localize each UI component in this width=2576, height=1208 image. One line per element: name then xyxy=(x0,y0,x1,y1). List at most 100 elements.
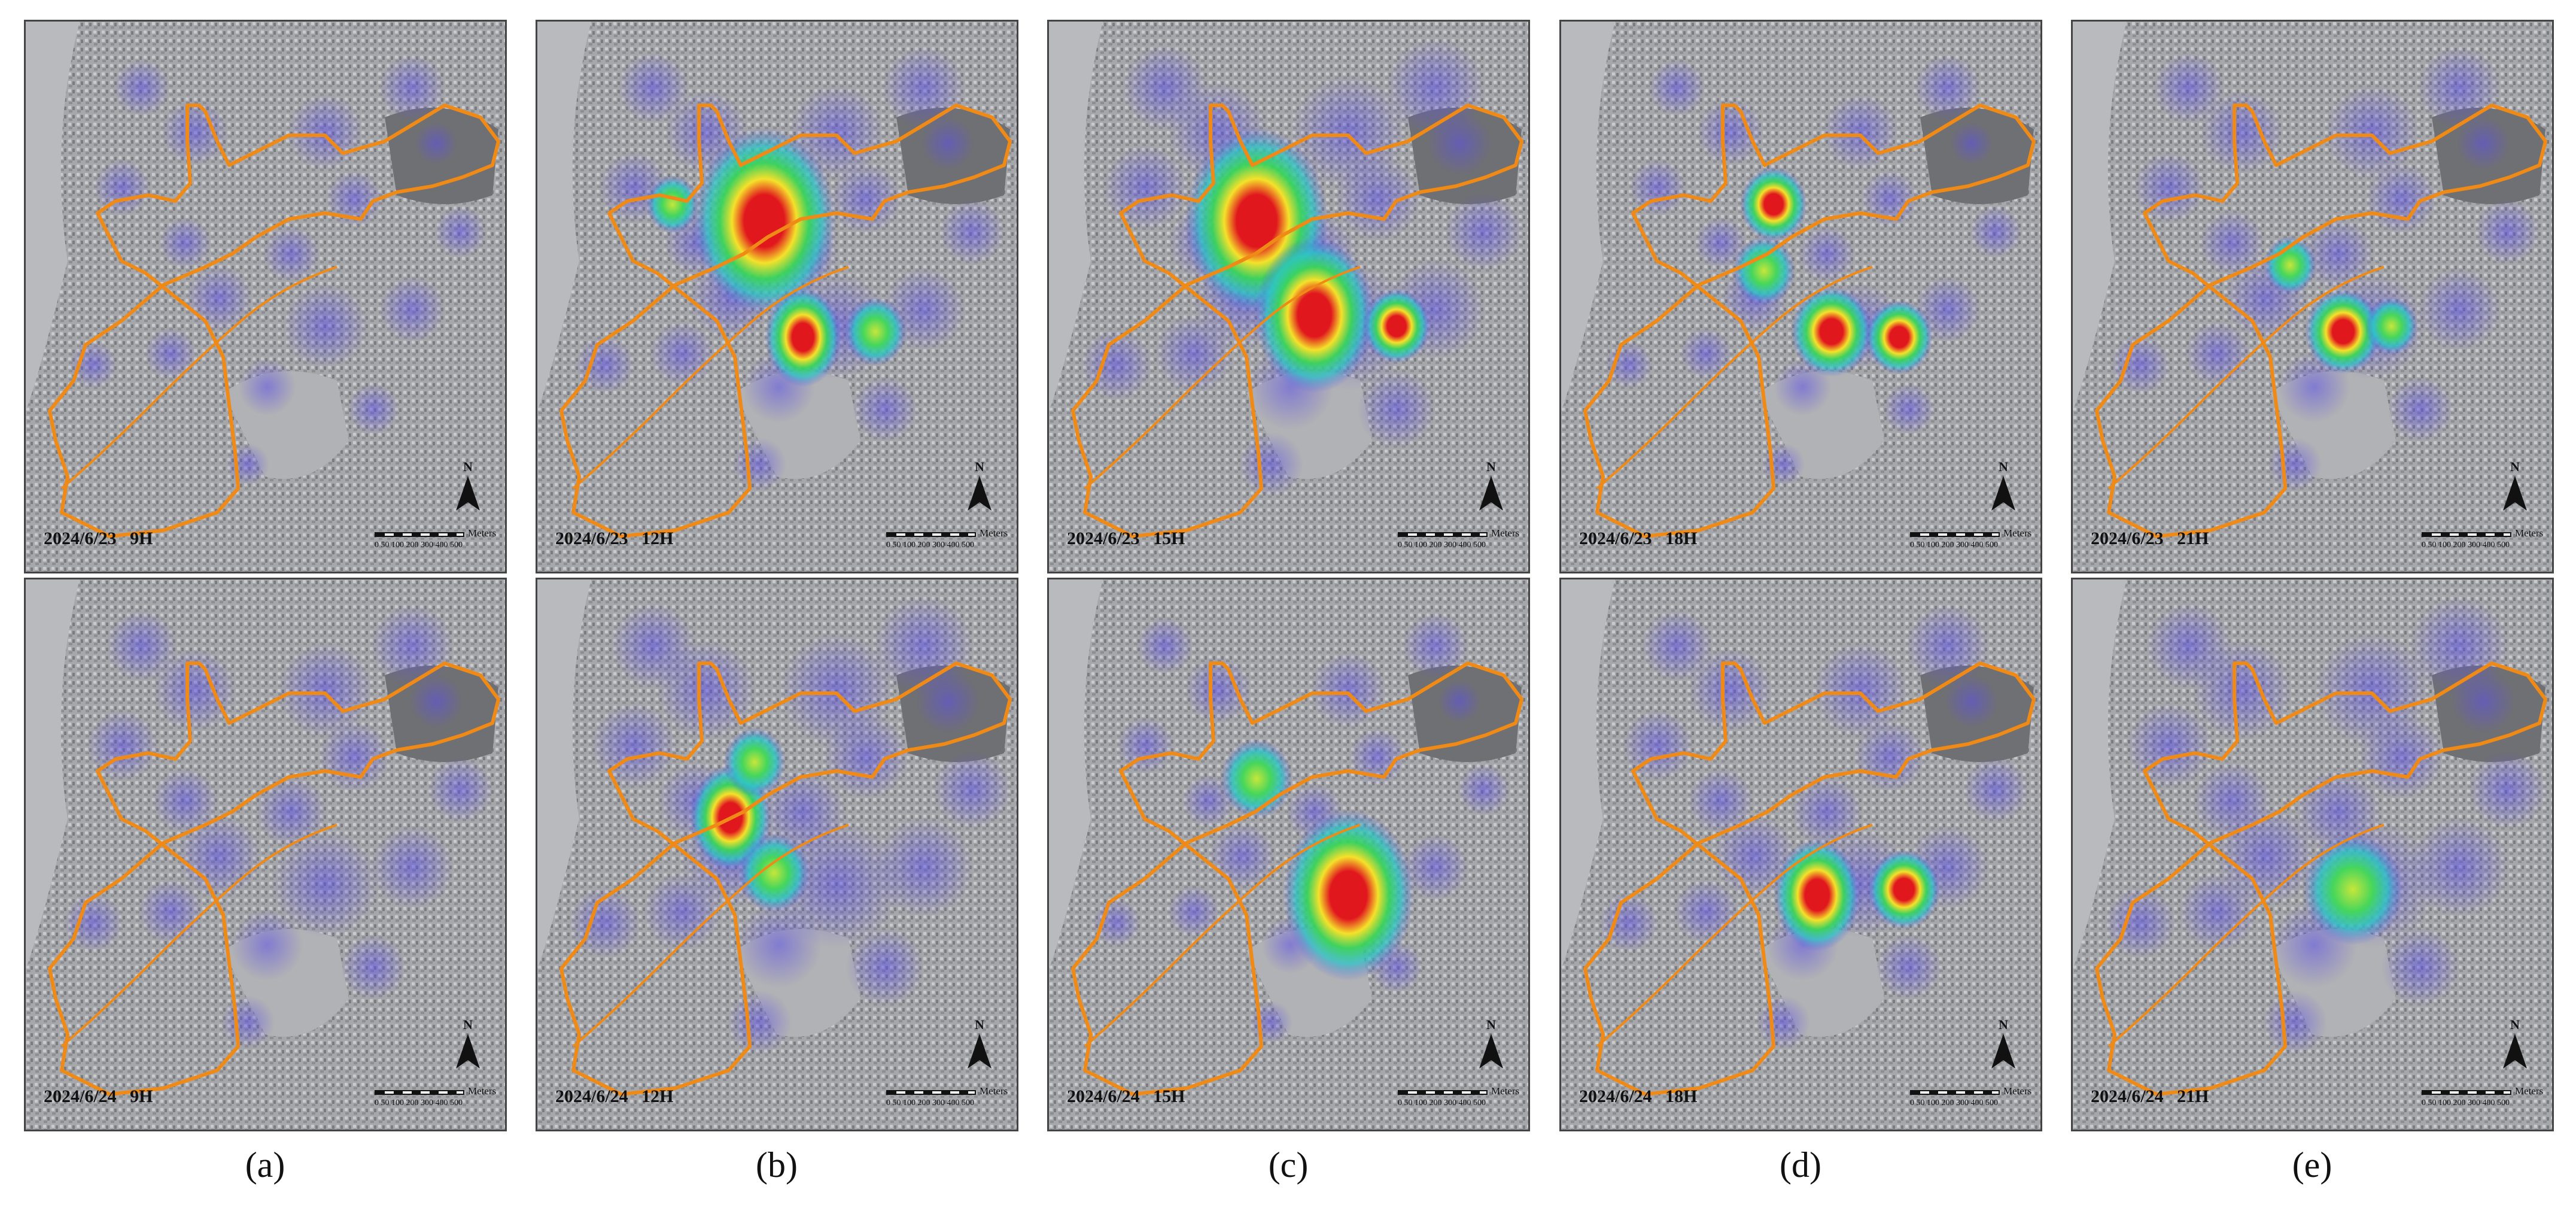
density-blob xyxy=(177,814,261,899)
study-area-boundary xyxy=(48,661,500,1096)
density-blob xyxy=(2450,669,2516,734)
density-blob xyxy=(1860,170,1918,227)
study-area-boundary xyxy=(1071,104,1523,538)
scale-bar-unit: Meters xyxy=(980,527,1008,539)
density-blob xyxy=(185,265,253,332)
hotspot xyxy=(738,833,810,913)
density-blob xyxy=(1673,879,1739,945)
density-blob xyxy=(2104,887,2176,959)
study-area-boundary xyxy=(1583,104,2036,538)
density-blob xyxy=(1598,893,1659,953)
density-blob xyxy=(1080,329,1152,401)
north-label: N xyxy=(463,1017,473,1032)
boundary-road xyxy=(572,824,849,1048)
density-blob xyxy=(1680,327,1733,380)
density-blob xyxy=(1963,757,2029,823)
heatmap-panel: 2024/6/23 12H N Meters 0 50 100 200 300 400… xyxy=(536,20,1018,573)
density-blob xyxy=(1812,642,1909,738)
boundary-road xyxy=(2107,266,2385,490)
hotspot xyxy=(1790,286,1872,377)
density-blob xyxy=(1357,369,1437,449)
scale-bar-unit: Meters xyxy=(2003,527,2032,539)
density-blob xyxy=(1876,934,1942,1000)
heatmap-map xyxy=(26,22,505,572)
density-blob xyxy=(1694,217,1747,269)
density-blob xyxy=(144,327,197,380)
hotspot xyxy=(692,128,837,314)
scale-bar: Meters 0 50 100 200 300 400 500 xyxy=(375,527,500,561)
north-label: N xyxy=(975,1017,984,1032)
scale-bar-unit: Meters xyxy=(2515,527,2544,539)
scale-bar-graphic xyxy=(2422,1090,2511,1095)
density-blob xyxy=(2192,761,2272,840)
density-blob xyxy=(1687,768,1754,834)
timestamp-label: 2024/6/23 9H xyxy=(44,529,153,548)
north-label: N xyxy=(1999,1017,2008,1032)
density-blob xyxy=(378,276,446,343)
hotspot xyxy=(1254,237,1374,393)
density-blob xyxy=(282,283,369,369)
density-blob xyxy=(2468,750,2547,830)
density-blob xyxy=(2324,84,2420,180)
north-label: N xyxy=(1486,459,1496,474)
density-blob xyxy=(1184,657,1252,724)
north-label: N xyxy=(463,459,473,474)
heatmap-panel: 2024/6/24 21H N Meters 0 50 100 200 300 400… xyxy=(2071,578,2554,1131)
density-blob xyxy=(1762,443,1805,486)
heatmap-map xyxy=(537,22,1017,572)
scale-bar: Meters 0 50 100 200 300 400 500 xyxy=(1398,1085,1523,1119)
north-label: N xyxy=(2510,459,2520,474)
density-blob xyxy=(1121,45,1208,131)
density-blob xyxy=(1182,775,1235,827)
heatmap-map xyxy=(1561,579,2040,1130)
scale-bar-ticks: 0 50 100 200 300 400 500 xyxy=(886,541,974,550)
north-arrow-icon: N xyxy=(2497,1017,2533,1071)
water-area xyxy=(1049,22,1103,411)
scale-bar: Meters 0 50 100 200 300 400 500 xyxy=(886,527,1012,561)
density-blob xyxy=(649,321,716,387)
water-area xyxy=(2073,22,2127,411)
density-blob xyxy=(873,817,974,918)
timestamp-label: 2024/6/24 15H xyxy=(1067,1086,1185,1106)
density-blob xyxy=(378,54,446,122)
scale-bar-ticks: 0 50 100 200 300 400 500 xyxy=(1910,541,1998,550)
scale-bar-ticks: 0 50 100 200 300 400 500 xyxy=(375,541,463,550)
scale-bar-ticks: 0 50 100 200 300 400 500 xyxy=(2422,1098,2510,1107)
density-blob xyxy=(69,341,117,389)
density-blob xyxy=(2199,210,2265,276)
water-area xyxy=(1561,22,1615,411)
study-area-boundary xyxy=(559,661,1012,1096)
density-blob xyxy=(277,642,373,738)
timestamp-label: 2024/6/24 18H xyxy=(1579,1086,1698,1106)
north-arrow-icon: N xyxy=(450,459,486,513)
hotspot xyxy=(646,175,699,233)
density-blob xyxy=(735,902,822,988)
density-blob xyxy=(610,603,697,689)
density-blob xyxy=(409,674,463,729)
hotspot xyxy=(1732,236,1795,305)
density-blob xyxy=(1712,814,1796,899)
density-blob xyxy=(434,205,487,259)
density-blob xyxy=(1457,763,1510,817)
density-blob xyxy=(1914,54,1981,122)
density-blob xyxy=(2381,927,2461,1007)
study-area-boundary xyxy=(1583,661,2036,1096)
density-blob xyxy=(1882,383,1936,436)
density-blob xyxy=(2200,90,2284,174)
hotspot xyxy=(1868,849,1940,930)
density-blob xyxy=(591,702,677,789)
north-arrow-icon: N xyxy=(1985,1017,2021,1071)
density-blob xyxy=(617,52,689,124)
density-blob xyxy=(2145,603,2232,689)
density-blob xyxy=(427,757,494,823)
scale-bar-graphic xyxy=(886,532,976,537)
density-blob xyxy=(347,383,400,436)
density-blob xyxy=(153,648,237,732)
heatmap-map xyxy=(2073,579,2552,1130)
boundary-road xyxy=(1596,824,1873,1048)
caption-a: (a) xyxy=(245,1145,285,1185)
hotspot xyxy=(844,297,907,366)
water-area xyxy=(1561,579,1615,969)
boundary-road xyxy=(60,266,337,490)
density-blob xyxy=(2268,438,2322,491)
